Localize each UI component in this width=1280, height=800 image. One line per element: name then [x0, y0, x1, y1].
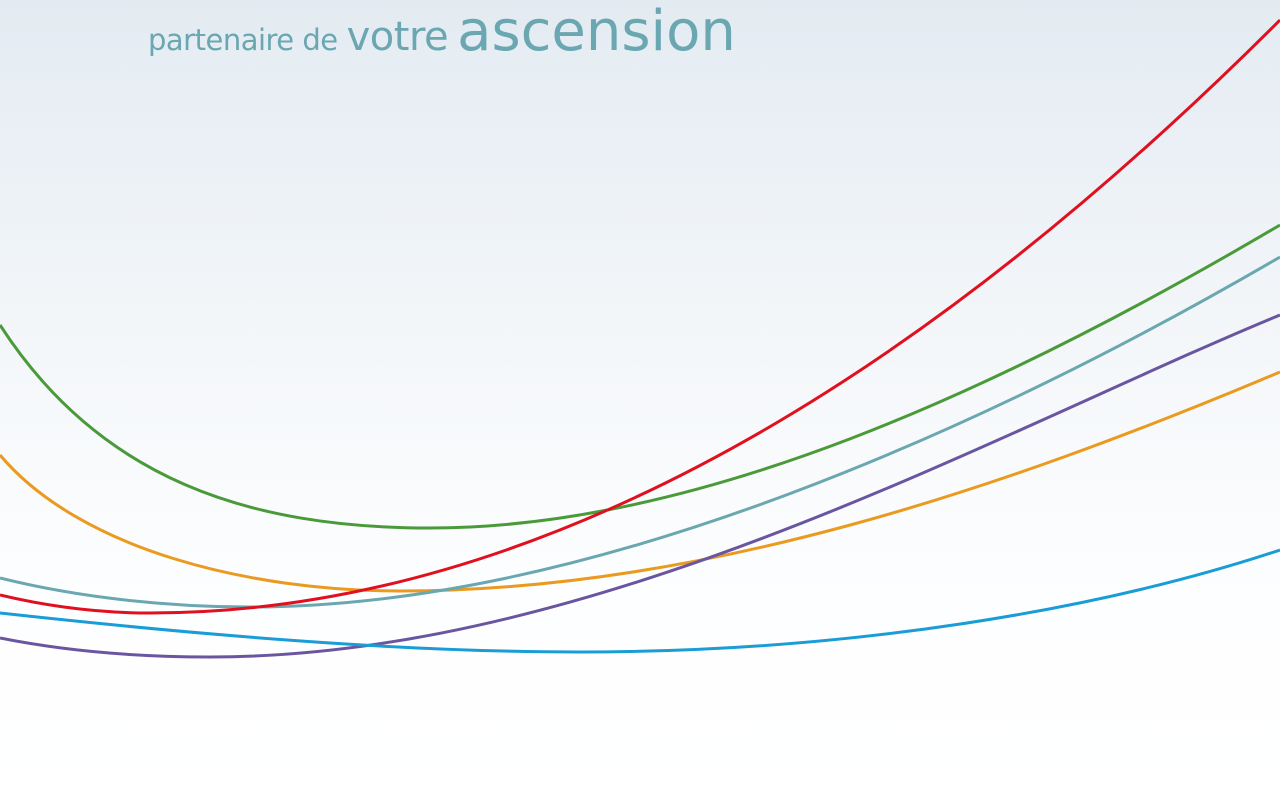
curve-teal — [0, 255, 1280, 609]
curve-purple — [0, 313, 1280, 659]
tagline-part: votre — [346, 14, 449, 60]
curve-blue — [0, 548, 1280, 654]
curve-red — [0, 18, 1280, 615]
tagline: partenaire de votre ascension — [148, 0, 745, 68]
curve-green — [0, 223, 1280, 530]
curve-orange — [0, 370, 1280, 593]
tagline-part: ascension — [457, 0, 736, 64]
tagline-part: partenaire de — [148, 23, 338, 57]
